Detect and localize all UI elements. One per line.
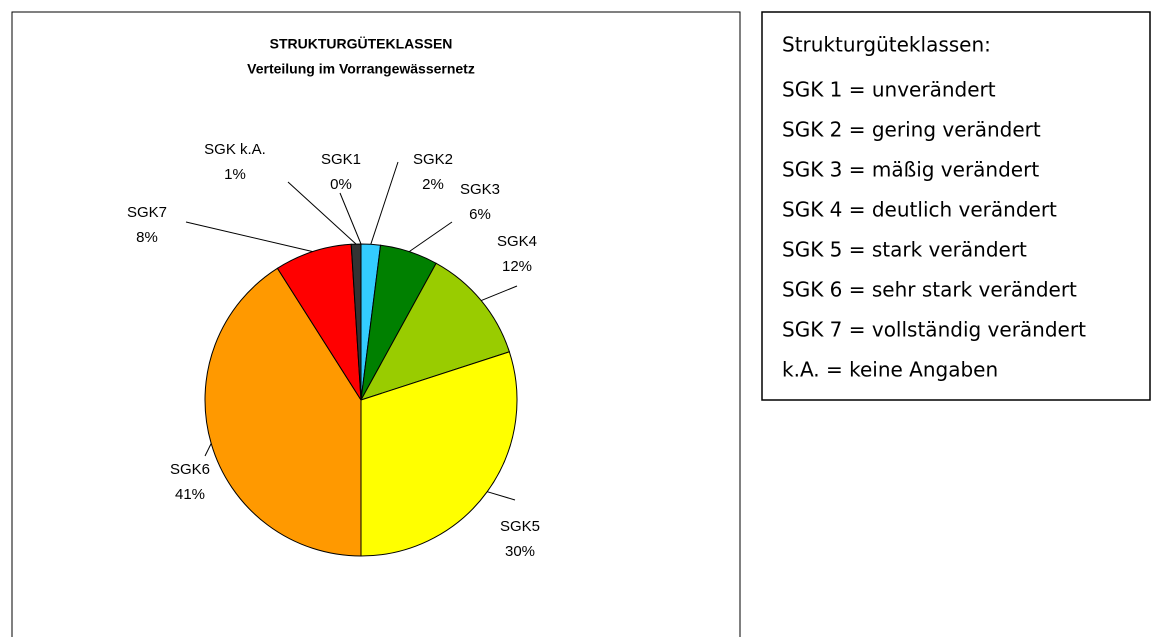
- leader-line: [370, 161, 399, 245]
- slice-value-label: 12%: [502, 258, 532, 275]
- leader-line: [339, 192, 362, 245]
- slice-value-label: 1%: [224, 166, 246, 183]
- slice-label: SGK k.A.: [204, 141, 266, 158]
- leader-line: [481, 285, 518, 302]
- leader-line: [408, 221, 453, 253]
- legend-line: SGK 2 = gering verändert: [782, 118, 1041, 142]
- leader-line: [185, 221, 313, 253]
- slice-value-label: 8%: [136, 229, 158, 246]
- pie-slice: [204, 267, 362, 557]
- pie-slice: [360, 351, 518, 557]
- chart-subtitle: Verteilung im Vorrangewässernetz: [247, 61, 475, 77]
- slice-value-label: 0%: [330, 176, 352, 193]
- legend-line: SGK 3 = mäßig verändert: [782, 158, 1039, 182]
- pie-slice: [350, 243, 362, 401]
- legend-title: Strukturgüteklassen:: [782, 33, 991, 57]
- chart-title: STRUKTURGÜTEKLASSEN: [270, 36, 453, 52]
- legend-line: k.A. = keine Angaben: [782, 358, 998, 382]
- slice-label: SGK6: [170, 461, 210, 478]
- slice-label: SGK7: [127, 204, 167, 221]
- legend-line: SGK 7 = vollständig verändert: [782, 318, 1086, 342]
- legend-line: SGK 6 = sehr stark verändert: [782, 278, 1077, 302]
- slice-label: SGK1: [321, 151, 361, 168]
- slice-label: SGK5: [500, 518, 540, 535]
- slice-label: SGK3: [460, 181, 500, 198]
- legend-frame: [761, 11, 1151, 401]
- legend-line: SGK 5 = stark verändert: [782, 238, 1027, 262]
- slice-label: SGK2: [413, 151, 453, 168]
- leader-line: [487, 491, 516, 501]
- slice-label: SGK4: [497, 233, 537, 250]
- slice-value-label: 41%: [175, 486, 205, 503]
- legend-line: SGK 4 = deutlich verändert: [782, 198, 1057, 222]
- leader-line: [204, 443, 212, 457]
- slice-value-label: 6%: [469, 206, 491, 223]
- slice-value-label: 30%: [505, 543, 535, 560]
- leader-line: [287, 181, 357, 245]
- legend-line: SGK 1 = unverändert: [782, 78, 996, 102]
- slice-value-label: 2%: [422, 176, 444, 193]
